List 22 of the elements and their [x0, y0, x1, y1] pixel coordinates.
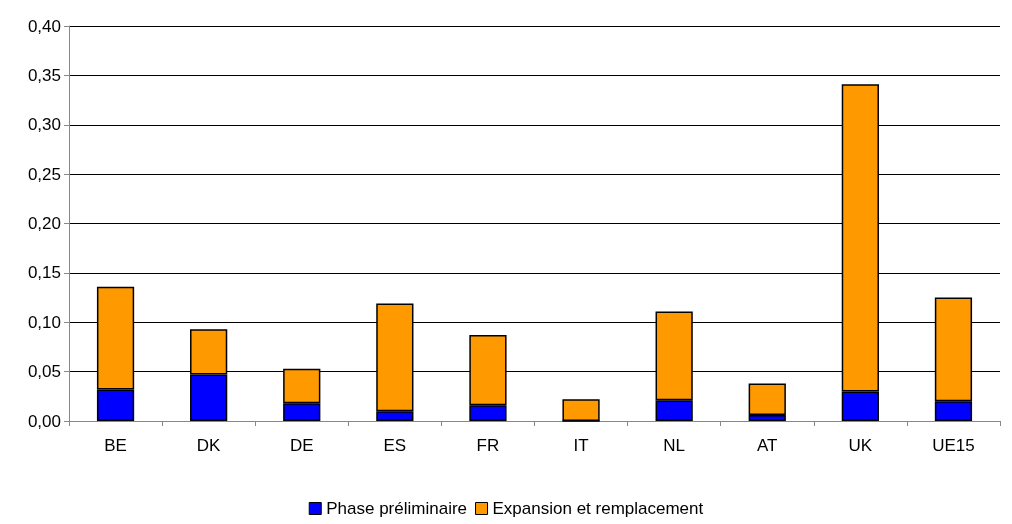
x-tick-label: IT	[573, 436, 589, 455]
x-tick-label: AT	[757, 436, 778, 455]
legend-label: Expansion et remplacement	[492, 499, 704, 518]
y-tick-label: 0,15	[27, 263, 61, 283]
y-tick-label: 0,10	[27, 312, 61, 332]
y-tick-label: 0,25	[27, 164, 61, 184]
x-tick-label: UK	[848, 436, 873, 455]
bar	[562, 399, 600, 421]
y-tick-label: 0,35	[27, 65, 61, 85]
y-tick-label: 0,20	[27, 214, 61, 233]
legend-label: Phase préliminaire	[326, 499, 468, 518]
x-tick-label: DE	[289, 436, 314, 455]
y-tick-label: 0,30	[27, 115, 61, 135]
x-tick-label: ES	[383, 436, 407, 455]
x-tick-label: UE15	[932, 436, 975, 455]
x-tick-label: BE	[104, 436, 127, 455]
y-tick-label: 0,00	[27, 411, 61, 431]
y-tick-label: 0,40	[27, 16, 61, 36]
y-tick-label: 0,05	[27, 362, 61, 382]
x-tick-label: FR	[476, 436, 500, 455]
x-tick-label: DK	[196, 436, 222, 455]
x-tick-label: NL	[663, 436, 686, 455]
